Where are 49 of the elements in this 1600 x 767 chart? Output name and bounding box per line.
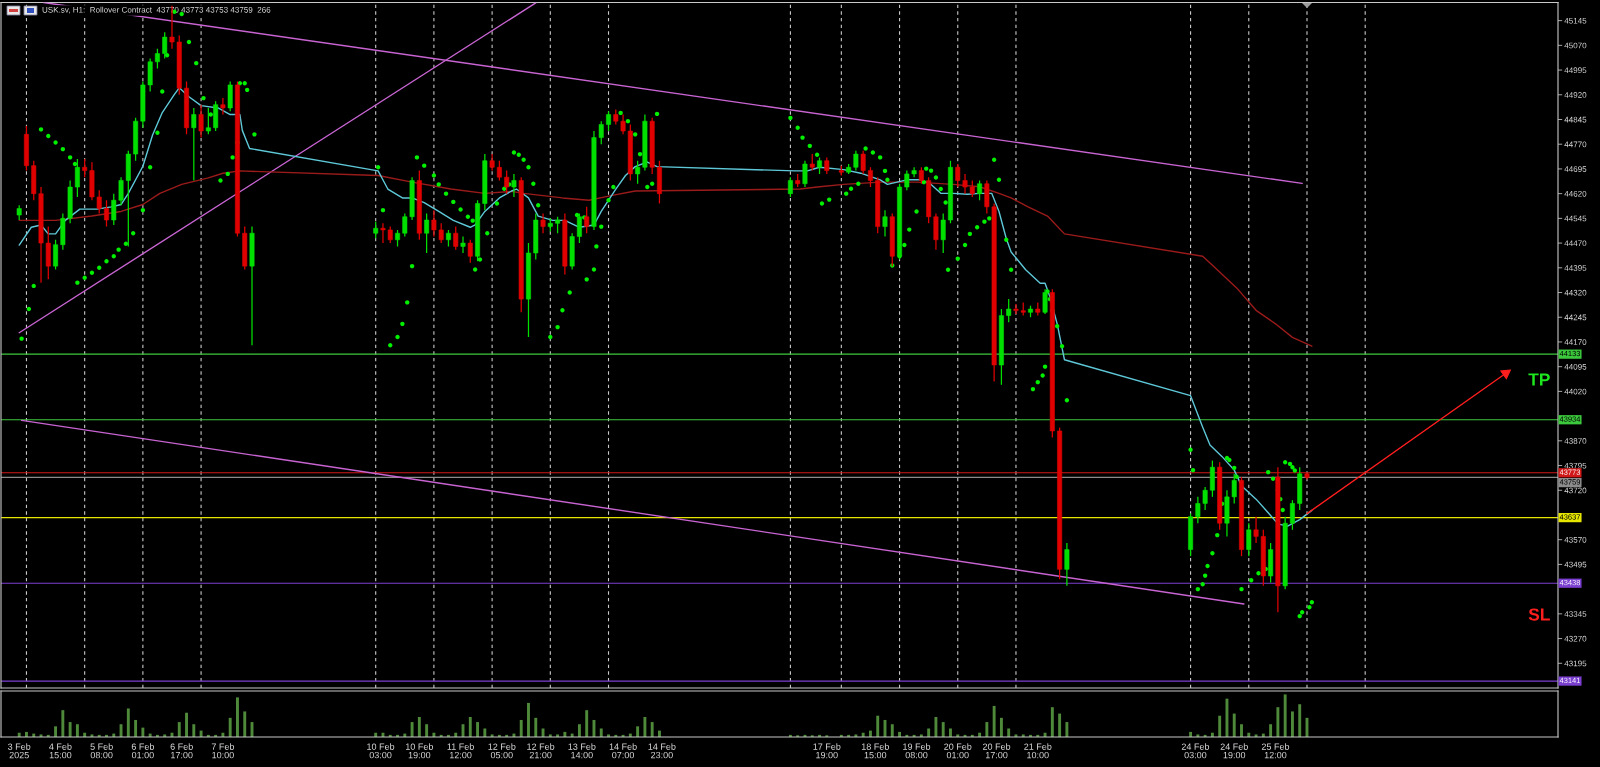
x-tick-label: 7 Feb 10:00 [211, 743, 235, 759]
x-tick-label: 18 Feb 15:00 [861, 743, 889, 759]
y-tick-label: 44920 [1564, 92, 1587, 98]
x-tick-label: 20 Feb 17:00 [982, 743, 1011, 759]
y-tick-label: 44695 [1564, 166, 1587, 172]
y-tick-label: 43495 [1564, 561, 1587, 568]
y-tick-label: 44395 [1564, 265, 1587, 271]
y-tick-label: 43720 [1564, 487, 1587, 494]
x-tick-label: 24 Feb 19:00 [1220, 743, 1248, 759]
y-tick-label: 45070 [1564, 42, 1587, 49]
y-tick-label: 44245 [1564, 314, 1587, 321]
y-tick-label: 43570 [1564, 536, 1587, 543]
x-tick-label: 14 Feb 23:00 [648, 743, 676, 759]
y-tick-label: 44545 [1564, 215, 1587, 222]
x-tick-label: 21 Feb 10:00 [1024, 743, 1052, 759]
annotation: SL [1528, 608, 1550, 621]
x-tick-label: 12 Feb 05:00 [488, 743, 516, 759]
y-tick-label: 43795 [1564, 462, 1587, 469]
y-tick-label: 43870 [1564, 438, 1587, 444]
y-tick-label: 44095 [1564, 363, 1587, 370]
x-tick-label: 6 Feb 01:00 [131, 743, 155, 759]
x-tick-label: 20 Feb 01:00 [944, 743, 972, 759]
x-tick-label: 6 Feb 17:00 [170, 743, 193, 759]
y-tick-label: 43195 [1564, 660, 1587, 667]
x-tick-label: 10 Feb 03:00 [367, 743, 395, 759]
x-tick-label: 19 Feb 08:00 [903, 743, 931, 759]
x-tick-label: 4 Feb 15:00 [49, 743, 72, 759]
x-tick-label: 14 Feb 07:00 [609, 743, 637, 759]
x-tick-label: 11 Feb 12:00 [447, 743, 474, 759]
x-tick-label: 13 Feb 14:00 [568, 743, 596, 759]
x-tick-label: 12 Feb 21:00 [527, 743, 555, 759]
x-tick-label: 10 Feb 19:00 [405, 743, 434, 759]
y-tick-label: 44770 [1564, 141, 1587, 148]
y-tick-label: 44470 [1564, 240, 1587, 247]
y-tick-label: 43345 [1564, 611, 1587, 617]
y-tick-label: 44170 [1564, 339, 1587, 345]
x-tick-label: 5 Feb 08:00 [90, 743, 113, 759]
y-tick-label: 44995 [1564, 67, 1587, 74]
y-tick-label: 43270 [1564, 635, 1587, 642]
y-tick-label: 44845 [1564, 116, 1587, 123]
y-tick-label: 44020 [1564, 388, 1587, 395]
y-tick-label: 44320 [1564, 289, 1587, 296]
x-tick-label: 17 Feb 19:00 [813, 743, 841, 759]
x-tick-label: 25 Feb 12:00 [1261, 743, 1290, 759]
x-tick-label: 3 Feb 2025 [7, 743, 31, 759]
y-tick-label: 45145 [1564, 18, 1587, 24]
annotation: TP [1528, 373, 1550, 386]
y-tick-label: 44620 [1564, 190, 1587, 197]
x-tick-label: 24 Feb 03:00 [1181, 743, 1210, 759]
